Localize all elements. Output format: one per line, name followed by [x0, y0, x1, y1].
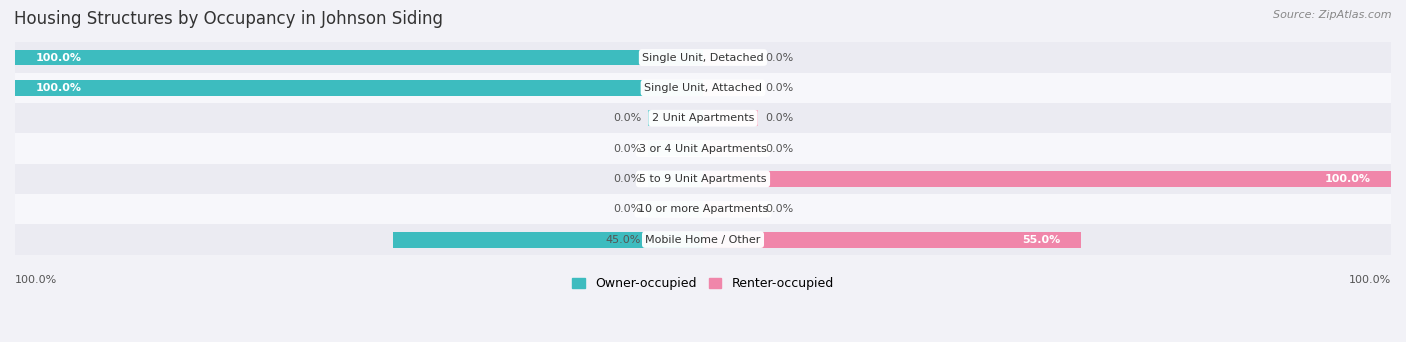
Bar [703, 201, 758, 217]
Bar [703, 110, 758, 126]
Text: 0.0%: 0.0% [613, 204, 641, 214]
Bar [648, 110, 703, 126]
Bar [648, 141, 703, 157]
Bar [703, 80, 758, 96]
Text: Single Unit, Attached: Single Unit, Attached [644, 83, 762, 93]
Text: 45.0%: 45.0% [606, 235, 641, 245]
Text: 0.0%: 0.0% [765, 204, 793, 214]
Text: 5 to 9 Unit Apartments: 5 to 9 Unit Apartments [640, 174, 766, 184]
Bar [703, 50, 758, 65]
Text: 100.0%: 100.0% [1324, 174, 1371, 184]
Text: 0.0%: 0.0% [613, 144, 641, 154]
Text: 0.0%: 0.0% [613, 113, 641, 123]
Bar [15, 133, 1391, 164]
Text: 100.0%: 100.0% [1348, 275, 1391, 285]
Bar [15, 194, 1391, 224]
Text: 10 or more Apartments: 10 or more Apartments [638, 204, 768, 214]
Text: Source: ZipAtlas.com: Source: ZipAtlas.com [1274, 10, 1392, 20]
Bar [15, 80, 703, 96]
Bar [703, 171, 1391, 187]
Text: 100.0%: 100.0% [15, 275, 58, 285]
Bar [648, 171, 703, 187]
Text: 55.0%: 55.0% [1022, 235, 1060, 245]
Text: Mobile Home / Other: Mobile Home / Other [645, 235, 761, 245]
Text: 100.0%: 100.0% [35, 83, 82, 93]
Text: 0.0%: 0.0% [613, 174, 641, 184]
Text: Single Unit, Detached: Single Unit, Detached [643, 53, 763, 63]
Bar [15, 164, 1391, 194]
Text: 0.0%: 0.0% [765, 83, 793, 93]
Bar [15, 73, 1391, 103]
Text: 0.0%: 0.0% [765, 144, 793, 154]
Text: 0.0%: 0.0% [765, 53, 793, 63]
Text: 0.0%: 0.0% [765, 113, 793, 123]
Bar [15, 103, 1391, 133]
Bar [394, 232, 703, 248]
Text: 100.0%: 100.0% [35, 53, 82, 63]
Bar [15, 224, 1391, 255]
Text: Housing Structures by Occupancy in Johnson Siding: Housing Structures by Occupancy in Johns… [14, 10, 443, 28]
Text: 3 or 4 Unit Apartments: 3 or 4 Unit Apartments [640, 144, 766, 154]
Bar [703, 141, 758, 157]
Bar [703, 232, 1081, 248]
Legend: Owner-occupied, Renter-occupied: Owner-occupied, Renter-occupied [568, 272, 838, 295]
Bar [15, 50, 703, 65]
Bar [15, 42, 1391, 73]
Bar [648, 201, 703, 217]
Text: 2 Unit Apartments: 2 Unit Apartments [652, 113, 754, 123]
